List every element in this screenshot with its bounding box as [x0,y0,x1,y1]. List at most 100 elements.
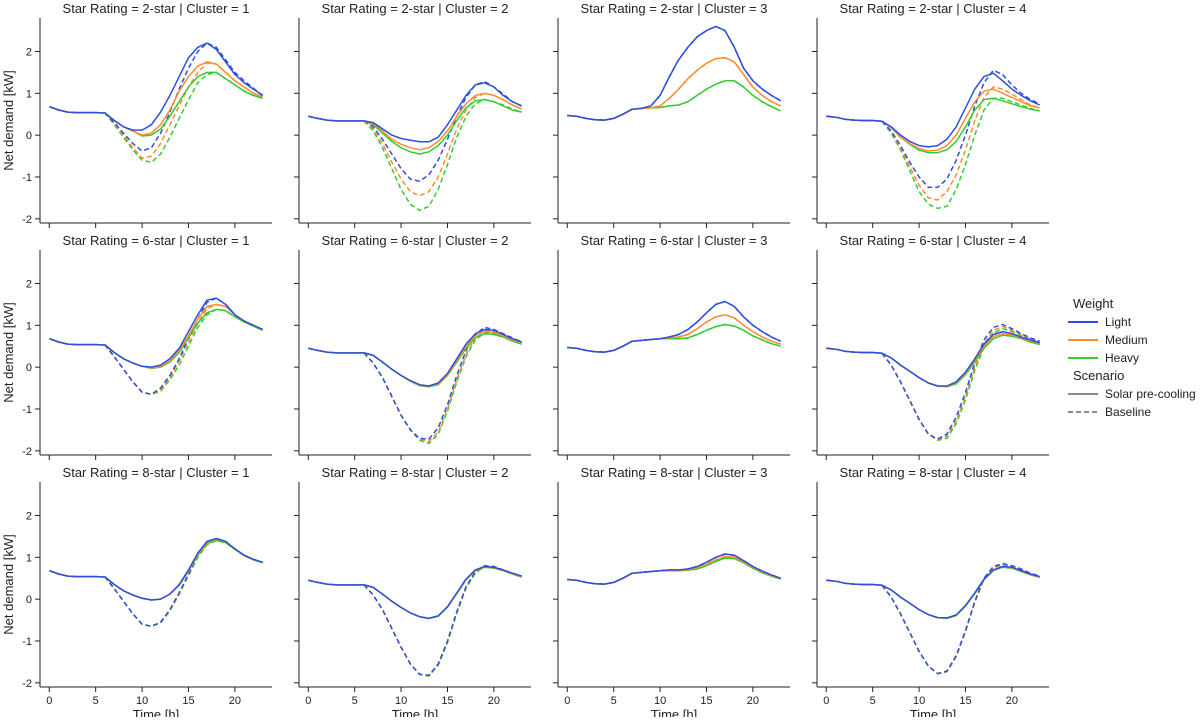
legend-label-light: Light [1105,315,1132,329]
x-tick-label: 15 [700,695,712,707]
x-tick-label: 0 [564,695,570,707]
y-tick-label: 0 [26,362,32,374]
y-tick-label: -2 [22,678,32,690]
y-axis-title: Net demand [kW] [1,70,16,170]
panel-title: Star Rating = 2-star | Cluster = 2 [322,1,509,16]
series-line-heavy-solar-pre-cooling [308,566,522,620]
panel-title: Star Rating = 8-star | Cluster = 2 [322,465,509,480]
y-tick-label: -2 [22,446,32,458]
panel-5: Star Rating = 6-star | Cluster = 1 -2 -1 0 1… [1,233,272,460]
series-line-heavy-solar-pre-cooling [49,539,263,601]
series-line-light-baseline [49,297,264,396]
series-line-light-baseline [308,80,523,182]
x-axis-title: Time [h] [651,707,697,717]
series-line-heavy-solar-pre-cooling [49,308,264,370]
series-line-light-solar-pre-cooling [826,72,1041,148]
y-tick-label: 0 [26,594,32,606]
x-tick-label: 5 [352,695,358,707]
y-tick-label: 2 [26,46,32,58]
series-line-light-baseline [567,553,781,585]
y-tick-label: 1 [26,88,32,100]
series-line-heavy-solar-pre-cooling [826,566,1040,620]
panel-2: Star Rating = 2-star | Cluster = 2 [294,1,531,228]
series-line-medium-baseline [308,329,522,443]
series-line-medium-baseline [49,303,264,396]
legend-label-scenario: Baseline [1105,405,1151,419]
series-line-heavy-solar-pre-cooling [826,334,1040,388]
x-tick-label: 20 [488,695,500,707]
y-tick-label: 0 [26,130,32,142]
series-line-light-solar-pre-cooling [49,297,264,368]
series-line-light-baseline [49,42,264,152]
series-line-light-solar-pre-cooling [826,565,1040,619]
series-line-medium-baseline [308,565,522,677]
x-tick-label: 15 [959,695,971,707]
series-line-medium-solar-pre-cooling [308,330,522,388]
series-line-light-baseline [826,562,1040,675]
y-tick-label: -2 [22,214,32,226]
x-tick-label: 5 [870,695,876,707]
series-line-medium-baseline [826,86,1040,201]
x-tick-label: 0 [46,695,52,707]
series-line-light-baseline [826,69,1041,189]
panel-title: Star Rating = 6-star | Cluster = 2 [322,233,509,248]
y-tick-label: -1 [22,172,32,184]
legend-title-weight: Weight [1073,296,1114,311]
panel-title: Star Rating = 2-star | Cluster = 1 [63,1,250,16]
x-tick-label: 0 [305,695,311,707]
series-line-medium-baseline [49,538,263,628]
series-line-heavy-solar-pre-cooling [567,557,781,585]
series-line-heavy-baseline [49,308,264,396]
series-line-heavy-solar-pre-cooling [308,98,522,155]
legend-label-scenario: Solar pre-cooling [1105,387,1196,401]
panel-title: Star Rating = 6-star | Cluster = 4 [840,233,1027,248]
series-line-light-solar-pre-cooling [567,553,781,585]
x-tick-label: 20 [747,695,759,707]
panel-title: Star Rating = 6-star | Cluster = 3 [581,233,768,248]
series-line-light-baseline [567,300,782,353]
panel-6: Star Rating = 6-star | Cluster = 2 [294,233,531,460]
series-line-medium-solar-pre-cooling [826,566,1040,619]
y-tick-label: 1 [26,320,32,332]
series-line-light-solar-pre-cooling [567,25,782,121]
series-line-light-solar-pre-cooling [308,82,523,143]
series-line-medium-solar-pre-cooling [826,332,1040,388]
x-axis-title: Time [h] [392,707,438,717]
series-line-heavy-baseline [49,539,263,628]
x-tick-label: 5 [93,695,99,707]
panel-title: Star Rating = 6-star | Cluster = 1 [63,233,250,248]
x-axis-title: Time [h] [910,707,956,717]
series-line-heavy-solar-pre-cooling [49,71,263,137]
series-line-light-solar-pre-cooling [308,328,522,387]
series-line-heavy-baseline [308,565,522,677]
panel-title: Star Rating = 8-star | Cluster = 4 [840,465,1027,480]
legend-label-medium: Medium [1105,333,1148,347]
y-tick-label: 1 [26,552,32,564]
y-tick-label: 2 [26,510,32,522]
series-line-heavy-solar-pre-cooling [567,80,782,121]
panel-title: Star Rating = 2-star | Cluster = 4 [840,1,1027,16]
series-line-medium-baseline [826,325,1040,441]
series-line-heavy-baseline [567,80,782,121]
series-line-heavy-baseline [826,564,1040,675]
x-tick-label: 10 [136,695,148,707]
x-tick-label: 0 [823,695,829,707]
panel-title: Star Rating = 8-star | Cluster = 1 [63,465,250,480]
panel-11: Star Rating = 8-star | Cluster = 3 0 5 10 15… [553,465,790,722]
legend-label-heavy: Heavy [1105,351,1139,365]
series-line-light-solar-pre-cooling [49,537,263,601]
series-line-light-solar-pre-cooling [567,300,782,353]
legend: Weight Light Medium Heavy Scenario Solar pre-… [1068,296,1196,419]
panel-10: Star Rating = 8-star | Cluster = 2 0 5 10 15… [294,465,531,722]
series-line-medium-solar-pre-cooling [49,61,263,136]
x-tick-label: 20 [229,695,241,707]
series-line-medium-baseline [826,563,1040,675]
series-line-light-baseline [49,537,263,628]
x-axis-title: Time [h] [133,707,179,717]
panel-title: Star Rating = 2-star | Cluster = 3 [581,1,768,16]
panel-8: Star Rating = 6-star | Cluster = 4 [812,233,1049,460]
y-tick-label: -1 [22,636,32,648]
panel-3: Star Rating = 2-star | Cluster = 3 [553,1,790,228]
